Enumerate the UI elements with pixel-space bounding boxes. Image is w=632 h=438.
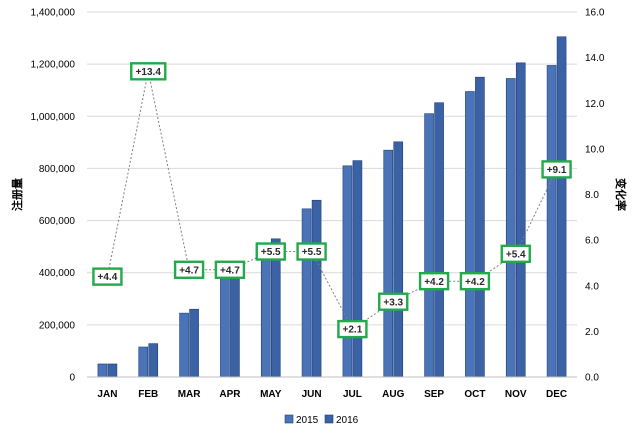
- bar-2015-dec: [546, 65, 557, 378]
- bar-series-2016: [107, 36, 567, 378]
- right-axis-tick-label: 16.0: [585, 8, 605, 19]
- change-rate-label-box: [92, 267, 123, 286]
- right-axis-tick-label: 0.0: [585, 373, 599, 384]
- bar-2016-sep: [434, 102, 444, 378]
- x-axis-tick-label: SEP: [424, 389, 444, 400]
- right-axis-tick-label: 2.0: [585, 327, 599, 338]
- right-axis-tick-label: 8.0: [585, 190, 599, 201]
- change-rate-label: +13.4: [136, 67, 162, 78]
- change-rate-line: [106, 71, 558, 330]
- change-rate-label-box: [459, 271, 491, 291]
- bar-series-group: [97, 36, 567, 378]
- right-axis-tick-label: 6.0: [585, 236, 599, 247]
- left-axis-tick-label: 1,000,000: [31, 112, 76, 123]
- change-rate-label: +3.3: [383, 297, 403, 308]
- left-axis-tick-label: 1,200,000: [31, 60, 76, 71]
- left-axis-tick-label: 0: [69, 373, 75, 384]
- left-axis-tick-label: 600,000: [39, 216, 76, 227]
- x-axis-tick-label: APR: [219, 389, 241, 400]
- right-axis: 0.0 2.0 4.0 6.0 8.0 10.0 12.0 14.0 16.0: [585, 8, 605, 384]
- bar-2015-feb: [138, 346, 149, 378]
- right-axis-tick-label: 10.0: [585, 144, 605, 155]
- x-axis-tick-label: JUN: [302, 389, 322, 400]
- bar-2016-jul: [352, 160, 363, 378]
- x-axis-tick-label: JUL: [343, 389, 362, 400]
- x-axis-tick-label: DEC: [546, 389, 567, 400]
- bar-2015-aug: [383, 149, 394, 378]
- change-rate-label: +5.4: [506, 249, 526, 260]
- left-axis-title: 注册量: [10, 178, 24, 211]
- change-rate-label-box: [255, 242, 286, 261]
- change-rate-series-group: +4.4 +13.4 +4.7 +4.7 +5.5 +5.5 +2.1 +3.3 +4.2 +4.…: [92, 62, 572, 339]
- bar-2016-nov: [515, 62, 526, 378]
- change-rate-label: +4.4: [98, 272, 118, 283]
- change-rate-label-box: [378, 292, 409, 311]
- legend: 2015 2016: [284, 414, 359, 426]
- x-axis: JAN FEB MAR APR MAY JUN JUL AUG SEP OCT NOV DEC: [87, 376, 577, 400]
- change-rate-label: +2.1: [343, 325, 363, 336]
- change-rate-label: +4.2: [424, 277, 444, 288]
- change-rate-label-box: [296, 242, 327, 261]
- change-rate-label: +4.7: [220, 265, 240, 276]
- x-axis-tick-label: MAR: [178, 389, 202, 400]
- bar-2016-oct: [475, 76, 485, 378]
- bar-2016-feb: [148, 343, 159, 378]
- bar-2016-apr: [230, 269, 240, 378]
- bar-2016-mar: [189, 308, 199, 378]
- right-axis-tick-label: 4.0: [585, 281, 599, 292]
- change-rate-label-box: [418, 271, 450, 291]
- change-rate-label-box: [541, 160, 572, 179]
- change-rate-label-box: [500, 244, 531, 264]
- bar-2015-nov: [505, 78, 516, 378]
- x-axis-tick-label: NOV: [505, 389, 527, 400]
- left-axis-tick-label: 400,000: [39, 268, 76, 279]
- x-axis-tick-label: JAN: [97, 389, 117, 400]
- x-axis-tick-label: FEB: [138, 389, 158, 400]
- legend-label-2016: 2016: [336, 415, 359, 426]
- change-rate-label-box: [173, 260, 205, 279]
- bar-2015-may: [260, 246, 271, 378]
- bar-2015-mar: [179, 312, 189, 378]
- x-axis-tick-label: AUG: [382, 389, 404, 400]
- change-rate-label: +4.7: [179, 265, 199, 276]
- x-axis-tick-label: MAY: [260, 389, 282, 400]
- left-axis-tick-label: 800,000: [39, 164, 76, 175]
- bar-2015-apr: [220, 273, 230, 378]
- change-rate-label: +5.5: [261, 247, 281, 258]
- bar-series-2015: [97, 65, 557, 378]
- bar-2016-jun: [311, 199, 322, 378]
- bar-2016-aug: [393, 141, 404, 378]
- bar-2016-jan: [107, 363, 118, 378]
- change-rate-label-box: [130, 62, 167, 81]
- right-axis-title: 变化率: [614, 178, 628, 211]
- bar-2015-jan: [97, 363, 108, 378]
- legend-label-2015: 2015: [296, 415, 319, 426]
- change-rate-label: +9.1: [547, 165, 567, 176]
- bar-2016-dec: [556, 36, 567, 378]
- change-rate-label-box: [337, 319, 368, 339]
- right-axis-tick-label: 12.0: [585, 99, 605, 110]
- change-rate-label-box: [214, 260, 246, 279]
- left-axis: 0 200,000 400,000 600,000 800,000 1,000,000 1,…: [31, 8, 76, 384]
- x-axis-tick-label: OCT: [464, 389, 485, 400]
- left-axis-tick-label: 1,400,000: [31, 8, 76, 19]
- change-rate-label: +4.2: [465, 277, 485, 288]
- left-axis-tick-label: 200,000: [39, 320, 76, 331]
- bar-2015-jul: [342, 165, 353, 378]
- bar-2015-jun: [301, 208, 312, 378]
- legend-swatch-2015: [284, 414, 294, 424]
- right-axis-tick-label: 14.0: [585, 53, 605, 64]
- bar-2015-oct: [465, 91, 475, 378]
- legend-swatch-2016: [324, 414, 334, 424]
- change-rate-label: +5.5: [302, 247, 322, 258]
- bar-2015-sep: [424, 113, 434, 378]
